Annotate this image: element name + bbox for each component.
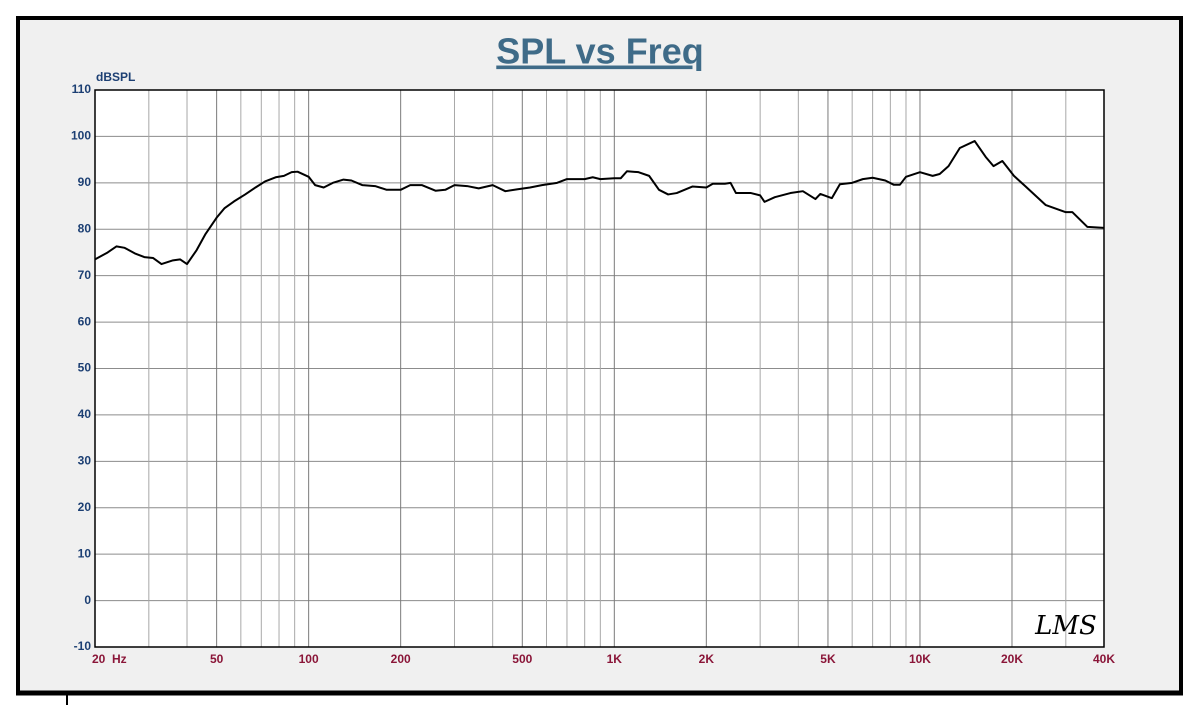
y-tick-label: 0 [84,593,91,607]
spl-curve [94,140,1105,266]
watermark: LMS [1034,611,1097,641]
x-tick-label: 40K [1093,652,1115,666]
x-tick-label: 500 [512,652,532,666]
y-tick-label: 110 [72,82,92,96]
x-tick-label: 1K [607,652,623,666]
plot-border [94,89,1105,648]
y-tick-label: 60 [78,314,92,328]
y-tick-label: 90 [78,175,92,189]
y-axis-label: dBSPL [96,70,135,84]
x-tick-label: 200 [391,652,411,666]
x-tick-label: 2K [699,652,715,666]
y-tick-label: 100 [71,129,91,143]
x-tick-label: 20 Hz [92,652,127,666]
x-tick-label: 50 [210,652,224,666]
x-tick-label: 20K [1001,652,1023,666]
y-tick-label: 70 [78,268,92,282]
y-tick-label: 50 [78,361,92,375]
chart-title: SPL vs Freq [496,31,703,72]
x-tick-label: 5K [820,652,836,666]
y-tick-label: 10 [78,546,92,560]
y-tick-label: 40 [78,407,92,421]
y-tick-label: 80 [78,221,92,235]
y-tick-label: 30 [78,454,92,468]
y-tick-label: 20 [78,500,92,514]
x-tick-label: 100 [299,652,319,666]
y-tick-label: -10 [74,639,92,653]
x-tick-label: 10K [909,652,931,666]
